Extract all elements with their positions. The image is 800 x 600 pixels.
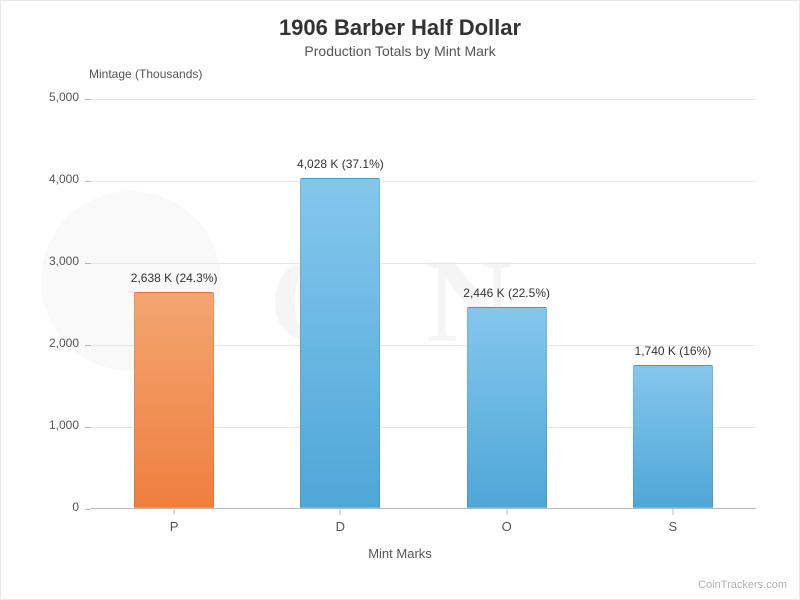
gridline: [91, 99, 756, 100]
bar-D[interactable]: [300, 178, 380, 508]
bar-P[interactable]: [134, 292, 214, 508]
x-tick-label: S: [669, 519, 678, 534]
x-tick-mark: [174, 509, 175, 515]
x-tick-mark: [506, 509, 507, 515]
y-tick-label: 5,000: [49, 90, 79, 104]
chart-title: 1906 Barber Half Dollar: [1, 15, 799, 41]
gridline: [91, 263, 756, 264]
x-axis-title: Mint Marks: [1, 546, 799, 561]
bar-label: 4,028 K (37.1%): [297, 157, 384, 171]
chart-subtitle: Production Totals by Mint Mark: [1, 43, 799, 59]
y-tick-mark: [85, 345, 91, 346]
plot-area: [91, 99, 756, 509]
x-tick-label: O: [502, 519, 512, 534]
y-tick-mark: [85, 509, 91, 510]
bar-S[interactable]: [633, 365, 713, 508]
gridline: [91, 181, 756, 182]
y-tick-mark: [85, 263, 91, 264]
bar-label: 2,638 K (24.3%): [131, 271, 218, 285]
bar-label: 1,740 K (16%): [635, 344, 712, 358]
watermark-text: CoinTrackers.com: [698, 579, 787, 591]
x-tick-mark: [340, 509, 341, 515]
y-tick-mark: [85, 427, 91, 428]
y-tick-label: 1,000: [49, 418, 79, 432]
y-axis-title: Mintage (Thousands): [89, 67, 202, 81]
y-tick-mark: [85, 99, 91, 100]
x-tick-mark: [672, 509, 673, 515]
y-tick-label: 4,000: [49, 172, 79, 186]
x-tick-label: D: [336, 519, 345, 534]
chart-container: C N 1906 Barber Half Dollar Production T…: [0, 0, 800, 600]
bar-O[interactable]: [467, 307, 547, 508]
y-tick-label: 3,000: [49, 254, 79, 268]
x-tick-label: P: [170, 519, 179, 534]
y-tick-label: 0: [72, 500, 79, 514]
y-tick-label: 2,000: [49, 336, 79, 350]
y-tick-mark: [85, 181, 91, 182]
bar-label: 2,446 K (22.5%): [463, 286, 550, 300]
